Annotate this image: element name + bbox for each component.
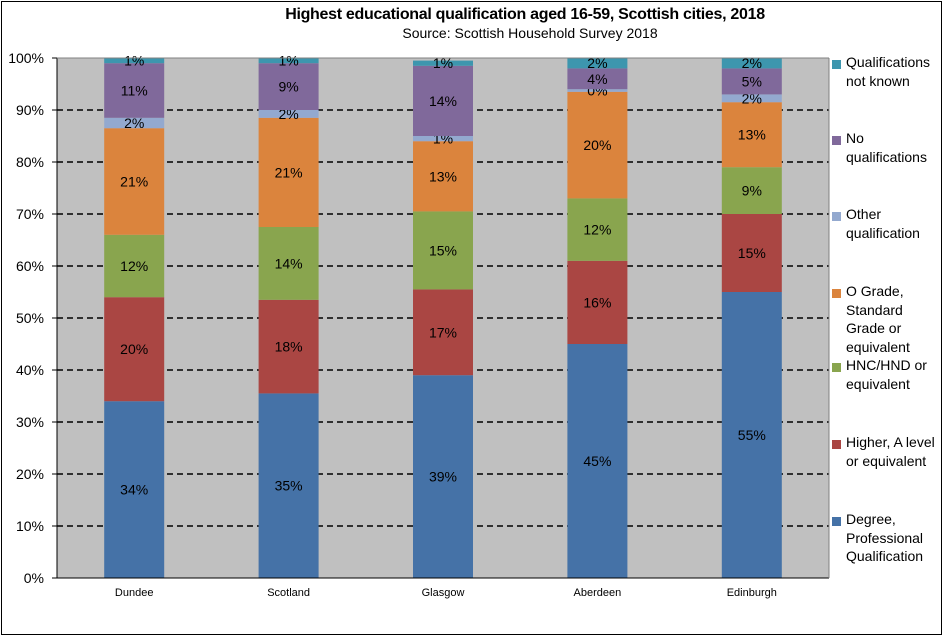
- y-tick-label: 20%: [16, 466, 44, 482]
- x-tick-label: Glasgow: [422, 587, 465, 599]
- data-label: 15%: [738, 245, 766, 261]
- legend-swatch: [832, 363, 841, 372]
- bar-segment: [104, 117, 165, 129]
- data-label: 15%: [429, 242, 457, 258]
- legend-label: Higher, A level or equivalent: [846, 434, 935, 469]
- bar-segment: [104, 297, 165, 402]
- bar-segment: [567, 198, 628, 261]
- chart-title: Highest educational qualification aged 1…: [285, 6, 765, 23]
- x-tick-label: Aberdeen: [574, 587, 622, 599]
- data-label: 2%: [587, 55, 607, 71]
- legend-swatch: [832, 289, 841, 298]
- legend-label: O Grade, Standard Grade or equivalent: [846, 283, 910, 355]
- bar-segment: [721, 292, 782, 578]
- data-label: 12%: [120, 258, 148, 274]
- data-label: 1%: [124, 53, 144, 69]
- data-label: 17%: [429, 324, 457, 340]
- data-label: 14%: [429, 93, 457, 109]
- data-label: 11%: [121, 83, 148, 99]
- y-tick-label: 80%: [16, 154, 44, 170]
- bar-segment: [258, 58, 319, 64]
- bar-segment: [258, 117, 319, 227]
- y-tick-label: 90%: [16, 102, 44, 118]
- y-tick-label: 100%: [8, 50, 44, 66]
- bar-segment: [258, 393, 319, 578]
- bar-segment: [413, 289, 473, 376]
- bar-segment: [104, 128, 165, 235]
- data-label: 13%: [738, 127, 766, 143]
- bar-segment: [413, 141, 473, 212]
- data-label: 45%: [583, 453, 611, 469]
- chart-subtitle: Source: Scottish Household Survey 2018: [402, 25, 658, 41]
- bar-segment: [721, 102, 782, 168]
- y-tick-label: 40%: [16, 362, 44, 378]
- bar-segment: [258, 227, 319, 300]
- bar-segment: [721, 214, 782, 292]
- legend-swatch: [832, 440, 841, 449]
- y-tick-label: 0%: [24, 570, 44, 586]
- legend-swatch: [832, 136, 841, 145]
- data-label: 35%: [275, 478, 303, 494]
- bar-segment: [721, 68, 782, 95]
- data-label: 39%: [429, 469, 457, 485]
- data-label: 20%: [583, 137, 611, 153]
- legend-swatch: [832, 517, 841, 526]
- data-label: 9%: [742, 183, 762, 199]
- bar-segment: [258, 299, 319, 394]
- data-label: 21%: [275, 164, 303, 180]
- bar-segment: [258, 110, 319, 118]
- data-label: 13%: [429, 168, 457, 184]
- bar-segment: [104, 234, 165, 298]
- x-tick-label: Dundee: [115, 587, 154, 599]
- y-tick-label: 50%: [16, 310, 44, 326]
- legend-label: HNC/HND or equivalent: [846, 357, 927, 392]
- data-label: 20%: [120, 341, 148, 357]
- bar-segment: [567, 260, 628, 344]
- y-tick-label: 30%: [16, 414, 44, 430]
- data-label: 12%: [583, 222, 611, 238]
- y-tick-label: 70%: [16, 206, 44, 222]
- bar-segment: [104, 63, 165, 118]
- data-label: 1%: [433, 55, 453, 71]
- legend-swatch: [832, 212, 841, 221]
- data-label: 14%: [275, 255, 303, 271]
- legend-label: Qualifications not known: [846, 54, 931, 89]
- x-tick-label: Scotland: [267, 587, 310, 599]
- bar-segment: [413, 211, 473, 290]
- data-label: 9%: [278, 79, 298, 95]
- data-label: 16%: [583, 294, 611, 310]
- bar-segment: [567, 68, 628, 90]
- bar-segment: [413, 60, 473, 66]
- data-label: 18%: [275, 339, 303, 355]
- bar-segment: [721, 94, 782, 103]
- bar-segment: [721, 167, 782, 214]
- data-label: 4%: [587, 71, 607, 87]
- bar-segment: [567, 58, 628, 69]
- bar-segment: [567, 89, 628, 92]
- legend-swatch: [832, 60, 841, 69]
- data-label: 2%: [742, 55, 762, 71]
- data-label: 34%: [120, 482, 148, 498]
- bar-segment: [104, 401, 165, 578]
- data-label: 5%: [742, 73, 762, 89]
- data-label: 55%: [738, 427, 766, 443]
- bar-segment: [721, 58, 782, 69]
- legend-label: Other qualification: [846, 206, 920, 241]
- bar-segment: [567, 91, 628, 199]
- y-tick-label: 60%: [16, 258, 44, 274]
- legend-label: No qualifications: [846, 130, 927, 165]
- data-label: 2%: [124, 115, 144, 131]
- bar-segment: [413, 65, 473, 136]
- legend-label: Degree, Professional Qualification: [846, 511, 924, 564]
- bar-segment: [104, 58, 165, 64]
- bar-segment: [258, 63, 319, 110]
- y-tick-label: 10%: [16, 518, 44, 534]
- data-label: 1%: [278, 53, 298, 69]
- x-tick-label: Edinburgh: [727, 587, 777, 599]
- bar-segment: [413, 136, 473, 142]
- bar-segment: [413, 375, 473, 578]
- data-label: 21%: [120, 174, 148, 190]
- bar-segment: [567, 344, 628, 578]
